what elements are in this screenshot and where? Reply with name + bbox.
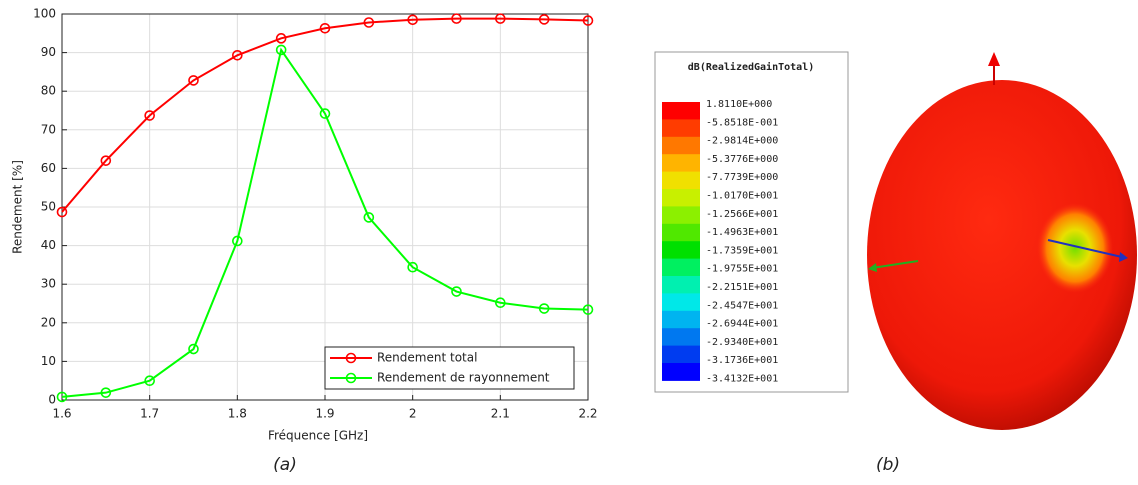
point xyxy=(56,206,68,218)
y-tick-label: 90 xyxy=(41,45,56,59)
point xyxy=(188,343,199,355)
x-tick-label: 2 xyxy=(409,407,417,421)
y-tick-label: 60 xyxy=(41,161,56,175)
point xyxy=(319,22,331,34)
color-swatch xyxy=(662,363,700,381)
point xyxy=(363,212,375,223)
color-legend-label: -5.8518E-001 xyxy=(706,117,778,128)
point xyxy=(188,75,199,86)
point xyxy=(319,108,331,119)
point xyxy=(582,15,594,26)
legend-marker xyxy=(345,352,357,364)
color-swatch xyxy=(662,119,700,138)
point xyxy=(538,303,550,314)
y-tick-label: 70 xyxy=(41,122,56,136)
x-tick-label: 2.1 xyxy=(491,407,510,421)
y-axis-label: Rendement [%] xyxy=(11,160,25,254)
color-legend-label: -3.4132E+001 xyxy=(706,374,778,385)
color-legend-label: -2.6944E+001 xyxy=(706,319,778,330)
color-swatch xyxy=(662,258,700,277)
color-swatch xyxy=(662,189,700,207)
color-legend-title: dB(RealizedGainTotal) xyxy=(688,61,814,73)
color-swatch xyxy=(662,310,700,329)
caption: (b) xyxy=(876,455,900,475)
point xyxy=(407,14,418,26)
x-axis-label: Fréquence [GHz] xyxy=(268,429,368,443)
color-swatch xyxy=(662,154,700,173)
point xyxy=(407,261,418,273)
point xyxy=(232,235,243,247)
color-swatch xyxy=(662,136,700,155)
point xyxy=(56,391,68,403)
color-legend-label: -7.7739E+000 xyxy=(706,172,778,183)
x-tick-label: 2.2 xyxy=(578,407,597,421)
color-legend-label: -1.9755E+001 xyxy=(706,264,778,275)
color-legend-label: -2.9814E+000 xyxy=(706,136,778,147)
point xyxy=(538,14,550,25)
color-swatch xyxy=(662,328,700,347)
point xyxy=(232,50,243,61)
y-tick-label: 40 xyxy=(41,238,56,252)
color-swatch xyxy=(662,293,700,312)
point xyxy=(275,33,287,44)
color-swatch xyxy=(662,206,700,225)
caption: (a) xyxy=(273,455,297,475)
y-tick-label: 50 xyxy=(41,200,56,214)
x-tick-label: 1.6 xyxy=(52,407,71,421)
color-swatch xyxy=(662,102,700,120)
series-line xyxy=(61,47,589,398)
color-legend-label: -2.4547E+001 xyxy=(706,300,778,311)
color-swatch xyxy=(662,223,700,242)
point xyxy=(451,286,462,297)
y-tick-label: 80 xyxy=(41,84,56,98)
color-legend-label: -1.0170E+001 xyxy=(706,191,778,202)
y-tick-label: 0 xyxy=(48,393,56,407)
color-swatch xyxy=(662,171,700,190)
color-legend-label: -2.2151E+001 xyxy=(706,282,778,293)
series-line xyxy=(61,17,589,213)
x-tick-label: 1.9 xyxy=(315,407,334,421)
point xyxy=(363,17,375,28)
color-legend-label: -1.4963E+001 xyxy=(706,227,778,238)
x-tick-label: 1.8 xyxy=(228,407,247,421)
radiation-pattern xyxy=(867,52,1137,430)
color-swatch xyxy=(662,276,700,294)
color-legend-label: -2.9340E+001 xyxy=(706,337,778,348)
point xyxy=(100,155,112,166)
color-legend-label: 1.8110E+000 xyxy=(706,99,772,110)
color-legend-label: -3.1736E+001 xyxy=(706,355,778,366)
point xyxy=(144,375,155,387)
x-tick-label: 1.7 xyxy=(140,407,159,421)
point xyxy=(451,13,462,24)
color-legend-label: -1.2566E+001 xyxy=(706,209,778,220)
legend-label: Rendement total xyxy=(377,351,477,365)
y-tick-label: 20 xyxy=(41,315,56,329)
point xyxy=(100,387,112,398)
color-swatch xyxy=(662,345,700,364)
point xyxy=(582,304,594,315)
point xyxy=(275,44,287,56)
y-tick-label: 100 xyxy=(33,7,56,21)
color-legend-label: -1.7359E+001 xyxy=(706,245,778,256)
y-tick-label: 30 xyxy=(41,277,56,291)
legend-marker xyxy=(345,372,357,384)
legend-label: Rendement de rayonnement xyxy=(377,371,550,385)
color-swatch xyxy=(662,241,700,260)
point xyxy=(495,297,506,309)
point xyxy=(144,110,155,121)
point xyxy=(495,13,506,24)
y-tick-label: 10 xyxy=(41,354,56,368)
legend-box xyxy=(324,346,575,390)
color-legend-label: -5.3776E+000 xyxy=(706,154,778,165)
